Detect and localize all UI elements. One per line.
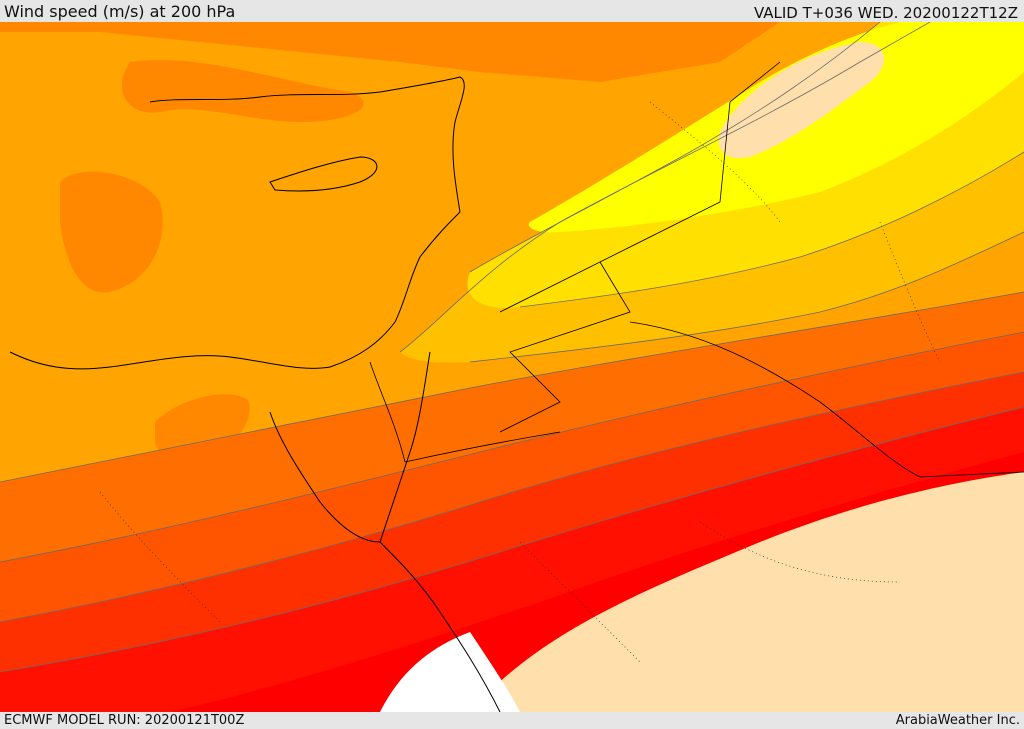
credit-label: ArabiaWeather Inc. <box>895 713 1020 728</box>
no-data-area <box>380 632 520 712</box>
map-title: Wind speed (m/s) at 200 hPa <box>4 2 236 21</box>
low-wind-area-north <box>718 42 884 159</box>
isotach-contours <box>0 22 1024 673</box>
wind-speed-map <box>0 22 1024 712</box>
valid-time-label: VALID T+036 WED. 20200122T12Z <box>753 4 1018 22</box>
wind-pocket-orange-libya <box>60 171 163 293</box>
wind-band-orange-north <box>0 22 780 82</box>
map-footer: ECMWF MODEL RUN: 20200121T00Z ArabiaWeat… <box>0 712 1024 729</box>
political-borders <box>369 61 1024 478</box>
map-header: Wind speed (m/s) at 200 hPa VALID T+036 … <box>0 0 1024 22</box>
model-run-label: ECMWF MODEL RUN: 20200121T00Z <box>4 713 245 728</box>
coastlines <box>9 76 501 712</box>
wind-band-orange-north-2 <box>121 59 364 122</box>
internal-borders <box>99 101 941 663</box>
low-wind-area-arabia <box>470 472 1024 712</box>
